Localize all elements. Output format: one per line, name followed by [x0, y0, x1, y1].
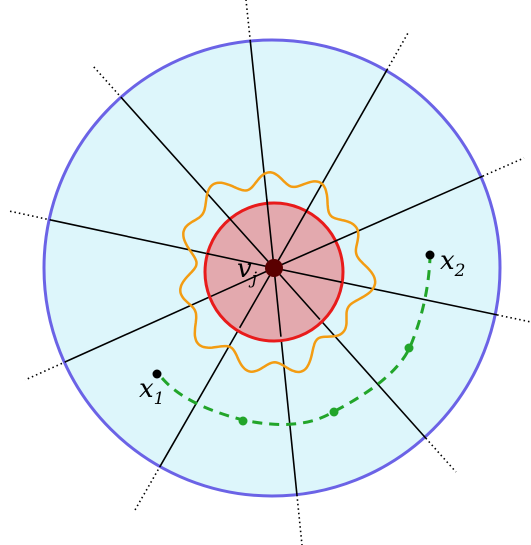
wiggly-boundary [179, 171, 377, 374]
ray-inner-segment [206, 252, 275, 269]
center-point-vj [265, 259, 283, 277]
ray-inner-segment [273, 267, 282, 337]
ray-extension [24, 360, 67, 381]
ray-inner-segment [273, 267, 342, 283]
label-vj: vj [237, 254, 258, 289]
ray-inner-segment [266, 199, 275, 269]
point-x1 [152, 369, 162, 379]
ray-extension [296, 494, 303, 545]
ray-inner-segment [273, 239, 338, 269]
ray-extension [8, 210, 52, 221]
ray-extension [134, 465, 162, 511]
path-x1-x2 [160, 257, 432, 426]
point-x2 [425, 250, 435, 260]
ray-inner-segment [273, 207, 309, 269]
ray-extension [386, 32, 409, 71]
label-x2: x2 [440, 246, 466, 281]
ray-extension [496, 314, 531, 323]
ray-extension [92, 65, 123, 99]
ray-inner-segment [238, 267, 275, 329]
ray-extension [482, 157, 525, 177]
ray-inner-segment [210, 267, 275, 298]
inner-rays-group [206, 199, 342, 337]
ray-extension [425, 437, 457, 473]
label-x1: x1 [139, 374, 165, 409]
path-point [329, 407, 339, 417]
ray-inner-segment [227, 216, 275, 269]
ray-inner-segment [273, 267, 321, 321]
path-point [238, 416, 248, 426]
ray-extension [245, 0, 252, 42]
path-point [404, 343, 414, 353]
